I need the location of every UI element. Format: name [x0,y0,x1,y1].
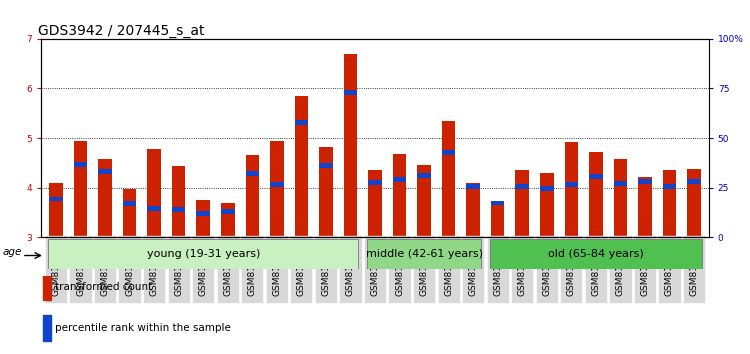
Text: middle (42-61 years): middle (42-61 years) [365,249,482,259]
Bar [245,155,259,237]
Bar [344,54,357,237]
Bar [74,162,87,167]
Bar [393,177,406,182]
Bar [50,183,63,237]
Bar [196,200,210,237]
Bar [417,165,430,237]
Bar [490,239,702,269]
Bar [98,169,112,174]
Bar [565,182,578,187]
Bar [442,150,455,155]
Bar [663,170,676,237]
Bar [466,183,480,237]
Bar [638,177,652,237]
Bar [221,209,235,214]
Bar [442,121,455,237]
Bar [270,141,284,237]
Bar [589,174,602,179]
Bar [123,189,136,237]
Bar [50,196,63,201]
Bar [295,96,308,237]
Bar [98,159,112,237]
Text: percentile rank within the sample: percentile rank within the sample [56,323,231,333]
Bar [48,239,358,269]
Bar [417,173,430,178]
Bar [148,149,161,237]
Bar [43,315,51,341]
Bar [589,152,602,237]
Bar [270,182,284,187]
Bar [43,274,51,300]
Bar [74,141,87,237]
Bar [320,147,333,237]
Bar [320,163,333,168]
Text: young (19-31 years): young (19-31 years) [146,249,260,259]
Bar [663,184,676,189]
Bar [515,170,529,237]
Bar [172,207,185,212]
Bar [491,200,505,205]
Bar [148,206,161,211]
Bar [491,200,505,237]
Bar [466,184,480,189]
Text: transformed count: transformed count [56,282,152,292]
Bar [565,142,578,237]
Bar [540,173,554,237]
Bar [687,179,700,184]
Bar [515,184,529,189]
Bar [614,159,627,237]
Bar [614,181,627,185]
Bar [245,171,259,176]
Bar [368,180,382,185]
Bar [368,170,382,237]
Bar [344,90,357,95]
Text: age: age [2,247,22,257]
Bar [221,203,235,237]
Text: GDS3942 / 207445_s_at: GDS3942 / 207445_s_at [38,24,205,38]
Text: old (65-84 years): old (65-84 years) [548,249,644,259]
Bar [638,179,652,184]
Bar [393,154,406,237]
Bar [196,211,210,216]
Bar [295,120,308,125]
Bar [687,169,700,237]
Bar [367,239,482,269]
Bar [172,166,185,237]
Bar [540,186,554,191]
Bar [123,201,136,206]
